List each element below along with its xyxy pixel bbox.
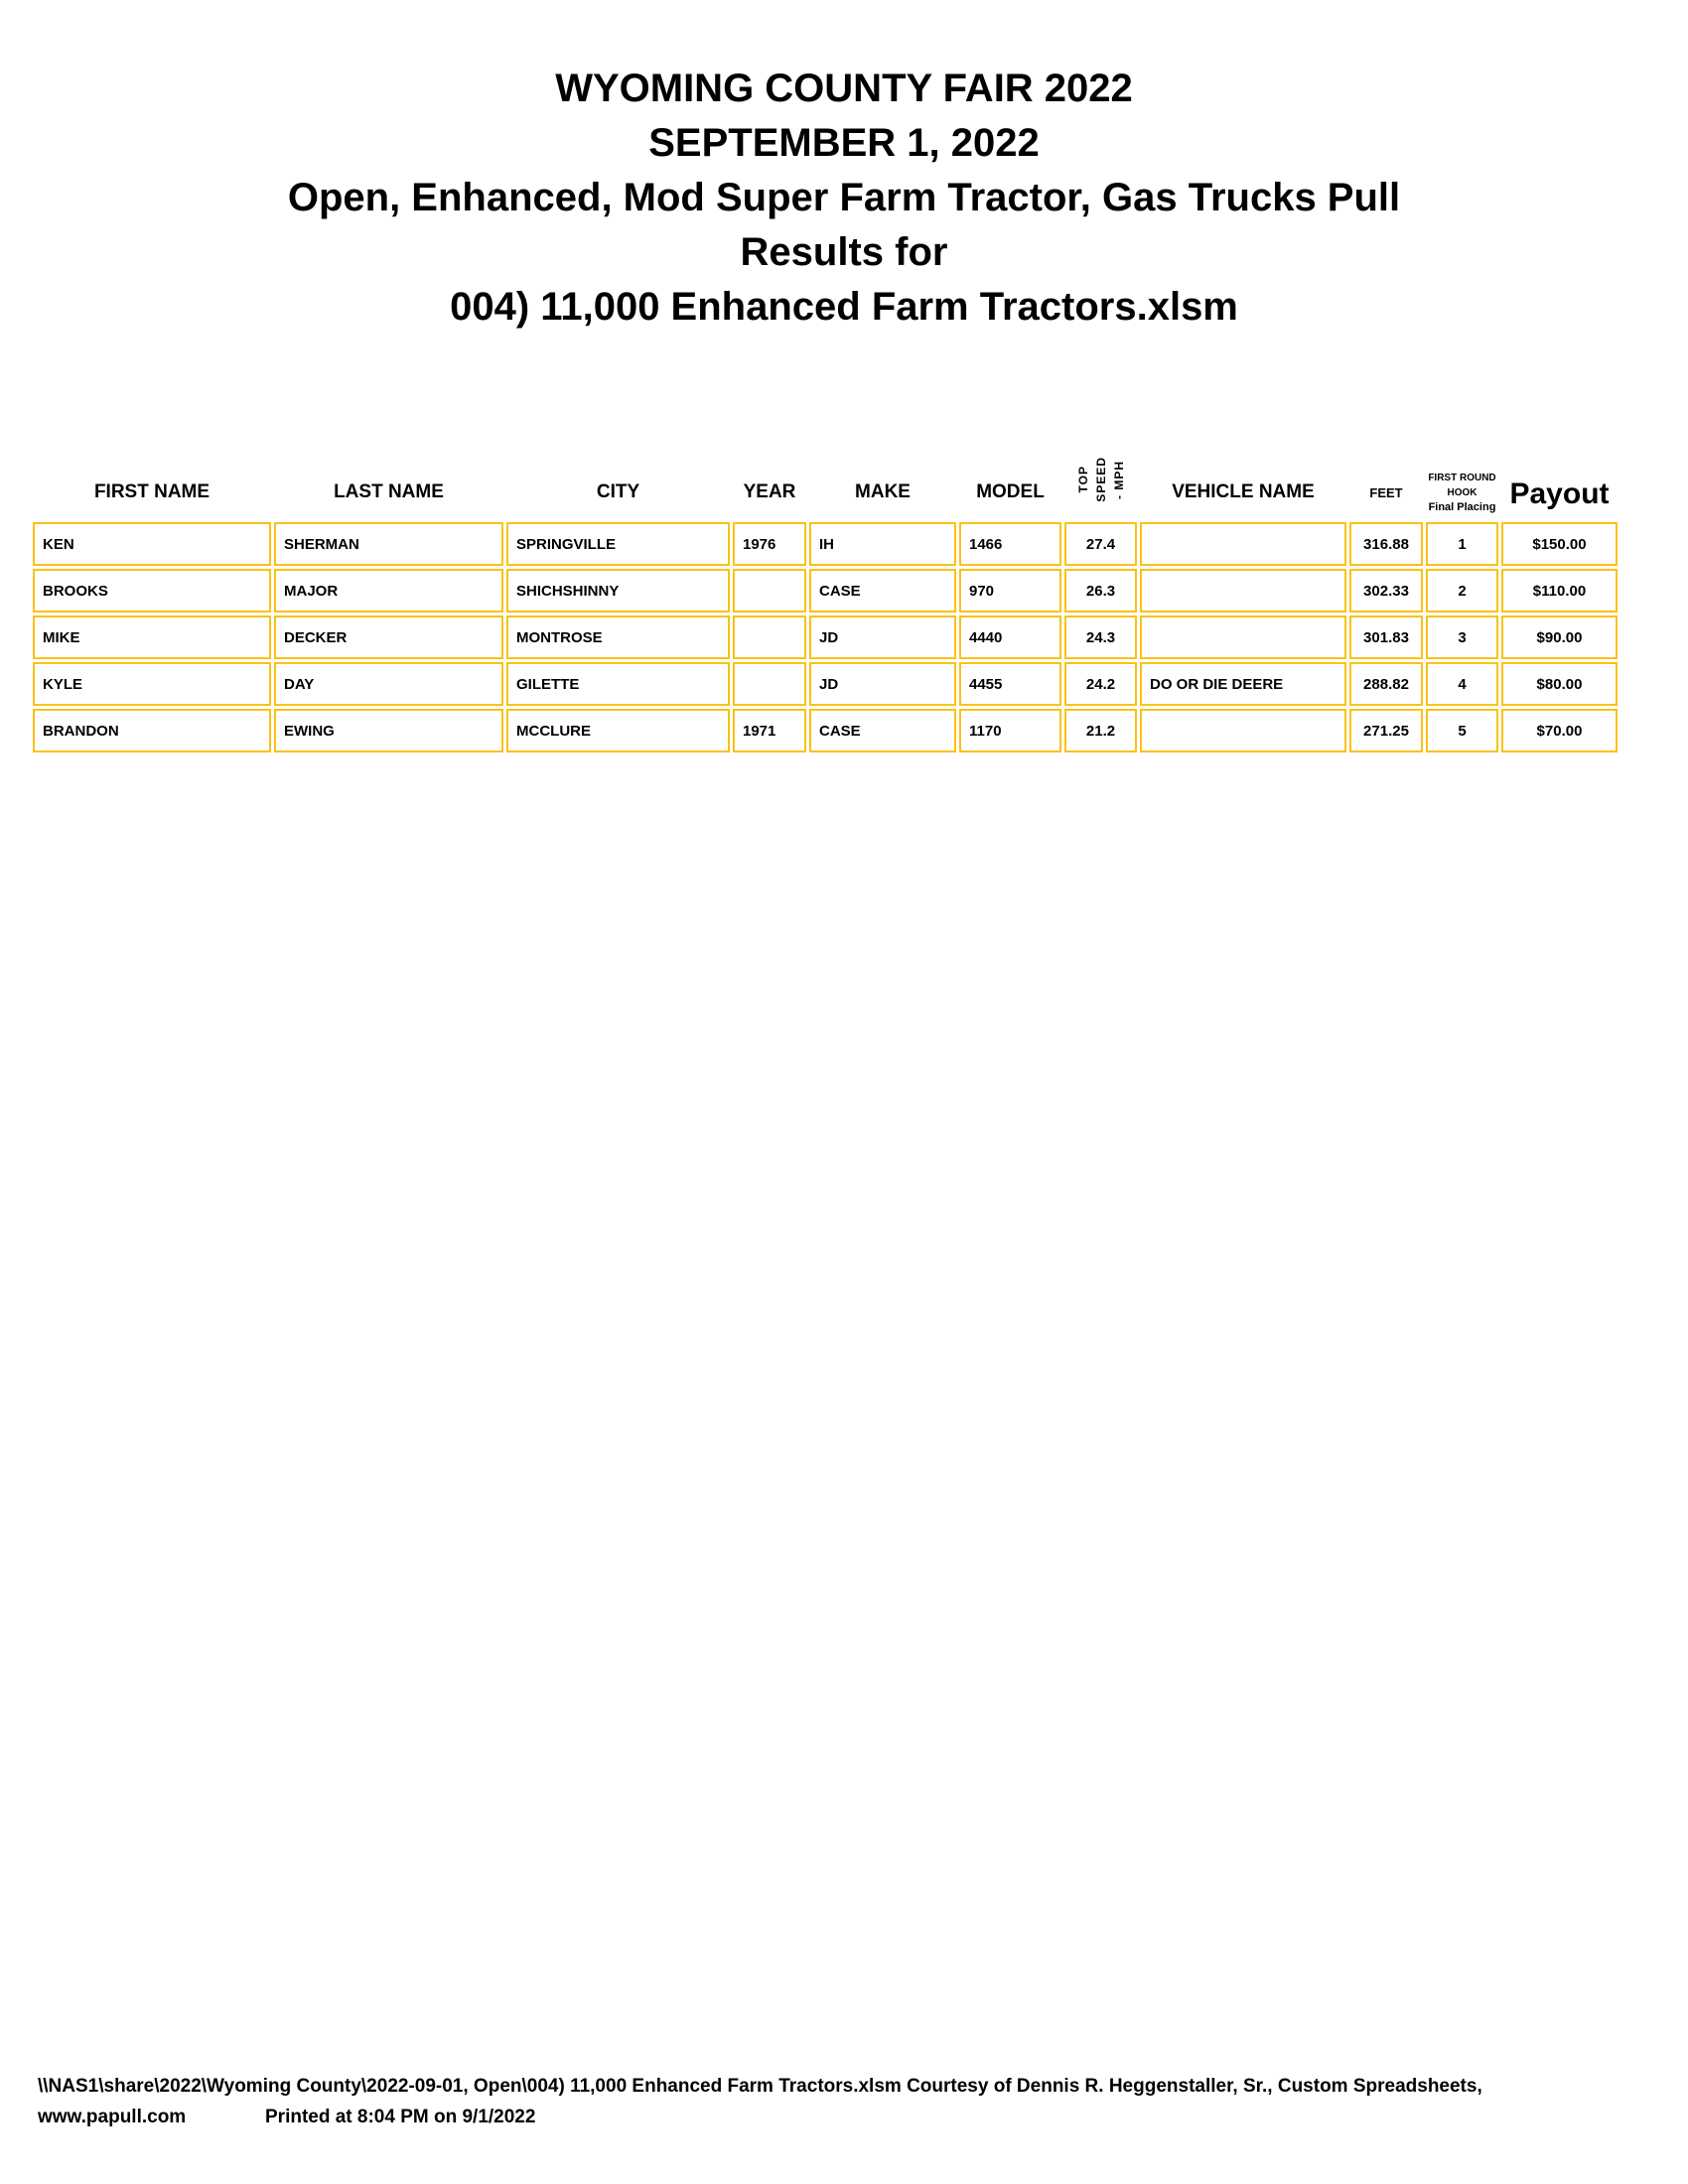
title-block: WYOMING COUNTY FAIR 2022 SEPTEMBER 1, 20… [0,62,1688,335]
table-row: KYLE DAY GILETTE JD 4455 24.2 DO OR DIE … [33,662,1618,706]
title-results-for: Results for [740,230,948,274]
cell-top-speed: 24.3 [1064,615,1137,659]
cell-make: IH [809,522,956,566]
cell-make: CASE [809,569,956,613]
cell-city: MONTROSE [506,615,730,659]
cell-vehicle-name [1140,522,1346,566]
cell-year [733,662,806,706]
title-filename: 004) 11,000 Enhanced Farm Tractors.xlsm [450,285,1238,329]
cell-top-speed: 26.3 [1064,569,1137,613]
cell-vehicle-name [1140,709,1346,752]
cell-last-name: DAY [274,662,503,706]
cell-year [733,615,806,659]
cell-placing: 4 [1426,662,1498,706]
cell-city: SHICHSHINNY [506,569,730,613]
footer-printed-timestamp: Printed at 8:04 PM on 9/1/2022 [265,2107,536,2127]
cell-vehicle-name [1140,615,1346,659]
top-speed-word-top: TOP [1075,466,1090,493]
cell-last-name: MAJOR [274,569,503,613]
cell-placing: 3 [1426,615,1498,659]
cell-last-name: DECKER [274,615,503,659]
header-last-name: LAST NAME [334,481,444,502]
footer-line2: www.papull.com Printed at 8:04 PM on 9/1… [38,2102,1656,2132]
header-model: MODEL [976,481,1045,502]
header-year: YEAR [743,481,796,502]
cell-placing: 1 [1426,522,1498,566]
cell-first-name: KYLE [33,662,271,706]
cell-year: 1976 [733,522,806,566]
footer-file-path: \\NAS1\share\2022\Wyoming County\2022-09… [38,2076,1482,2097]
cell-placing: 2 [1426,569,1498,613]
cell-payout: $150.00 [1501,522,1618,566]
cell-first-name: MIKE [33,615,271,659]
hook-header-line2: HOOK [1447,487,1477,498]
cell-model: 4455 [959,662,1061,706]
cell-model: 1170 [959,709,1061,752]
header-hook-placing: FIRST ROUND HOOK Final Placing [1426,440,1498,519]
cell-city: SPRINGVILLE [506,522,730,566]
table-row: KEN SHERMAN SPRINGVILLE 1976 IH 1466 27.… [33,522,1618,566]
header-vehicle-name: VEHICLE NAME [1172,481,1315,502]
cell-vehicle-name [1140,569,1346,613]
cell-last-name: EWING [274,709,503,752]
cell-top-speed: 21.2 [1064,709,1137,752]
cell-payout: $110.00 [1501,569,1618,613]
table-row: BRANDON EWING MCCLURE 1971 CASE 1170 21.… [33,709,1618,752]
cell-make: JD [809,615,956,659]
cell-feet: 301.83 [1349,615,1423,659]
header-city: CITY [596,481,640,502]
hook-header-line3: Final Placing [1428,501,1496,513]
title-date: SEPTEMBER 1, 2022 [648,121,1040,165]
header-payout: Payout [1509,478,1610,510]
cell-model: 4440 [959,615,1061,659]
hook-header-line1: FIRST ROUND [1428,473,1496,483]
cell-payout: $70.00 [1501,709,1618,752]
table-row: BROOKS MAJOR SHICHSHINNY CASE 970 26.3 3… [33,569,1618,613]
cell-city: GILETTE [506,662,730,706]
cell-make: CASE [809,709,956,752]
cell-payout: $80.00 [1501,662,1618,706]
results-table: FIRST NAME LAST NAME CITY YEAR MAKE MODE… [30,437,1620,755]
cell-city: MCCLURE [506,709,730,752]
cell-feet: 316.88 [1349,522,1423,566]
cell-last-name: SHERMAN [274,522,503,566]
cell-feet: 302.33 [1349,569,1423,613]
header-feet: FEET [1369,485,1403,500]
top-speed-word-mph: - MPH [1111,460,1126,499]
cell-payout: $90.00 [1501,615,1618,659]
cell-year [733,569,806,613]
cell-top-speed: 24.2 [1064,662,1137,706]
cell-first-name: KEN [33,522,271,566]
cell-year: 1971 [733,709,806,752]
cell-make: JD [809,662,956,706]
footer: \\NAS1\share\2022\Wyoming County\2022-09… [38,2071,1656,2132]
cell-model: 970 [959,569,1061,613]
cell-feet: 288.82 [1349,662,1423,706]
cell-top-speed: 27.4 [1064,522,1137,566]
header-top-speed: TOP SPEED - MPH [1064,440,1137,519]
header-first-name: FIRST NAME [93,481,211,502]
header-make: MAKE [855,481,911,502]
top-speed-rotated-labels: TOP SPEED - MPH [1066,442,1135,517]
header-row: FIRST NAME LAST NAME CITY YEAR MAKE MODE… [33,440,1618,519]
table-row: MIKE DECKER MONTROSE JD 4440 24.3 301.83… [33,615,1618,659]
cell-first-name: BRANDON [33,709,271,752]
footer-website: www.papull.com [38,2107,187,2127]
cell-model: 1466 [959,522,1061,566]
title-event: WYOMING COUNTY FAIR 2022 [555,67,1133,110]
cell-feet: 271.25 [1349,709,1423,752]
top-speed-word-speed: SPEED [1093,457,1108,502]
cell-placing: 5 [1426,709,1498,752]
title-classes: Open, Enhanced, Mod Super Farm Tractor, … [287,176,1401,219]
cell-first-name: BROOKS [33,569,271,613]
cell-vehicle-name: DO OR DIE DEERE [1140,662,1346,706]
